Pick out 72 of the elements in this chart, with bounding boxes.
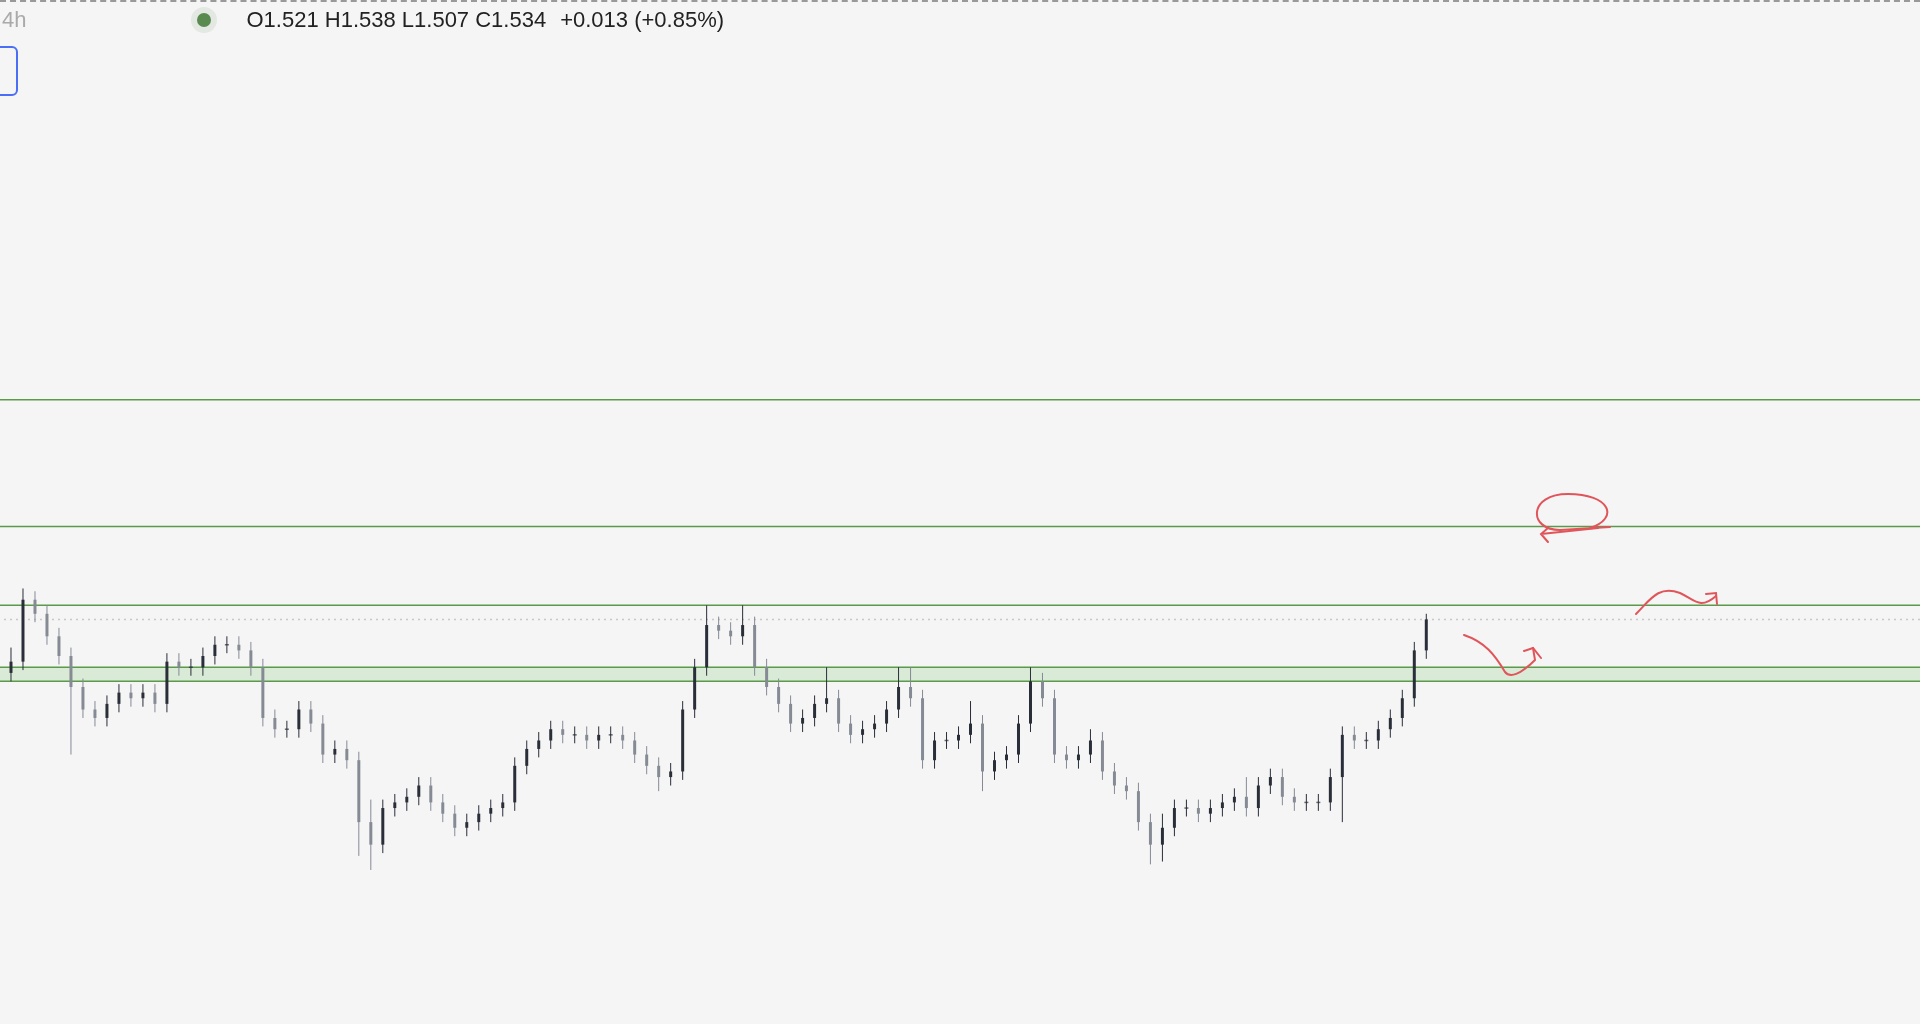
candlestick [1268, 768, 1272, 795]
candlestick [525, 739, 529, 775]
candlestick [1196, 799, 1200, 823]
candlestick [333, 739, 337, 764]
candlestick [813, 694, 817, 727]
candlestick [1256, 776, 1260, 817]
candlestick [93, 700, 97, 727]
candlestick [825, 666, 829, 713]
candlestick [369, 799, 373, 871]
candlestick [993, 751, 997, 781]
candlestick [1112, 762, 1116, 795]
candlestick [561, 720, 565, 744]
candlestick [717, 616, 721, 640]
text: O1.521 H1.538 L1.507 C1.534 [246, 7, 547, 33]
candlestick [297, 700, 301, 739]
candlestick [885, 700, 889, 733]
text: 4h [2, 7, 27, 33]
candlestick [465, 813, 469, 837]
candlestick [417, 776, 421, 806]
candlestick [1208, 799, 1212, 823]
candlestick [657, 756, 661, 792]
candlestick [789, 694, 793, 733]
candlestick [537, 731, 541, 758]
candlestick [9, 647, 13, 682]
candlestick [105, 694, 109, 727]
candlestick [489, 799, 493, 823]
candlestick [1376, 720, 1380, 750]
candlestick [633, 731, 637, 764]
candlestick [909, 666, 913, 708]
candlestick [1088, 728, 1092, 764]
candlestick [393, 793, 397, 817]
candlestick [213, 635, 217, 665]
candlestick [897, 666, 901, 719]
candlestick [153, 683, 157, 713]
candlestick [1040, 672, 1044, 708]
candlestick [33, 590, 37, 623]
candlestick [501, 793, 505, 817]
candlestick [345, 739, 349, 770]
candlestick [1220, 793, 1224, 817]
candlestick [45, 604, 49, 646]
candlestick [429, 776, 433, 812]
text: +0.013 (+0.85%) [560, 7, 725, 33]
candlestick [849, 714, 853, 744]
candlestick [669, 762, 673, 787]
candlestick [1400, 689, 1404, 727]
candlestick [249, 641, 253, 677]
candlestick [477, 804, 481, 832]
candlestick [224, 635, 229, 654]
candlestick [1160, 813, 1164, 863]
candlestick [1280, 768, 1284, 806]
candlestick [741, 604, 745, 646]
candlestick [1244, 776, 1248, 817]
candlestick [933, 731, 937, 770]
candlestick [284, 720, 289, 739]
candlestick [201, 647, 205, 677]
candlestick [1148, 813, 1152, 865]
candlestick [273, 709, 277, 739]
candlestick [645, 745, 649, 775]
candlestick [57, 627, 61, 665]
candlestick [453, 804, 457, 837]
candlestick [1172, 799, 1176, 837]
candlestick [549, 720, 553, 750]
candlestick [969, 700, 973, 744]
candlestick [441, 793, 445, 823]
candlestick [861, 720, 865, 744]
candlestick [117, 683, 121, 713]
candlestick [1388, 709, 1392, 739]
candlestick [309, 700, 313, 733]
candlestick [765, 658, 769, 696]
candlestick [81, 678, 85, 719]
candlestick [801, 709, 805, 733]
candlestick [777, 678, 781, 713]
